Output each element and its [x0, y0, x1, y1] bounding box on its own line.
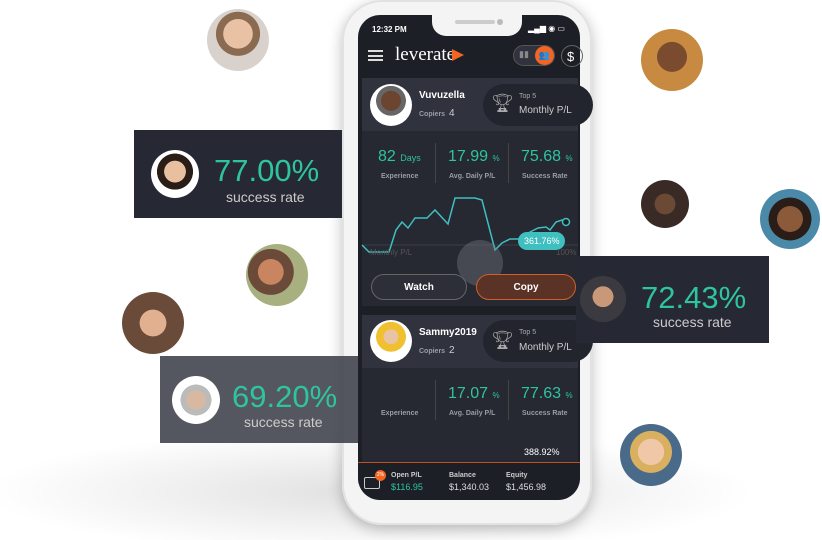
avg-daily-label: Avg. Daily P/L	[449, 410, 496, 417]
avatar-woman-glasses	[207, 9, 269, 71]
divider	[508, 143, 509, 183]
equity-value: $1,456.98	[506, 482, 547, 492]
success-label: Success Rate	[522, 173, 568, 180]
open-pl-value: $116.95	[391, 482, 423, 492]
equity-label: Equity	[506, 472, 528, 479]
top5-badge	[483, 320, 593, 362]
divider	[435, 380, 436, 420]
copiers-label: Copiers	[419, 348, 446, 355]
avatar-woman-laughing	[122, 292, 184, 354]
divider	[435, 143, 436, 183]
avatar-man-beard	[580, 276, 626, 322]
chart-end-point	[561, 217, 571, 227]
success-rate-label: success rate	[244, 414, 323, 430]
watch-button[interactable]: Watch	[371, 274, 467, 300]
hamburger-icon	[368, 54, 383, 57]
success-rate-label: success rate	[226, 189, 305, 205]
success-value: 75.68 %	[521, 148, 573, 165]
success-rate-value: 77.00%	[214, 153, 320, 188]
open-positions-badge: 2%	[375, 470, 386, 481]
balance-value: $1,340.03	[449, 482, 490, 492]
status-icons: ▂▄▆ ◉ ▭	[528, 24, 565, 33]
trader-avatar	[370, 320, 412, 362]
trophy-icon: 🏆︎	[491, 330, 514, 350]
copy-button[interactable]: Copy	[476, 274, 576, 300]
avg-daily-value: 17.07 %	[448, 385, 500, 402]
avatar-man-sunglasses	[760, 189, 820, 249]
avatar-man-smiling	[641, 29, 703, 91]
chart-value: 361.76%	[524, 236, 560, 246]
avg-daily-label: Avg. Daily P/L	[449, 173, 496, 180]
chart-label: Monthly P/L	[370, 248, 413, 257]
trader-avatar	[370, 84, 412, 126]
badge-label: Monthly P/L	[519, 342, 572, 353]
success-rate-value: 72.43%	[641, 280, 747, 315]
menu-button[interactable]	[368, 50, 383, 61]
pl-line	[361, 197, 567, 253]
avatar-woman-dark-hair	[151, 150, 199, 198]
avatar-group	[641, 180, 689, 228]
chart-axis-right: 100%	[556, 248, 577, 257]
avg-daily-value: 17.99 %	[448, 148, 500, 165]
phone-speaker	[455, 20, 495, 24]
chart-value: 388.92%	[524, 447, 560, 457]
success-value: 77.63 %	[521, 385, 573, 402]
currency-button[interactable]: $	[561, 45, 583, 67]
briefcase-icon[interactable]	[364, 477, 380, 489]
avatar-man-cap	[172, 376, 220, 424]
success-rate-label: success rate	[653, 314, 732, 330]
copiers-count: 4	[449, 108, 455, 119]
experience-label: Experience	[381, 410, 419, 417]
balance-label: Balance	[449, 472, 476, 479]
value-pill	[518, 232, 565, 250]
logo-arrow-icon	[452, 49, 464, 61]
trophy-icon: 🏆︎	[491, 93, 514, 113]
status-time: 12:32 PM	[372, 25, 407, 34]
avatar-couple	[246, 244, 308, 306]
copiers-view-icon[interactable]: 👥	[535, 46, 554, 65]
success-rate-value: 69.20%	[232, 379, 338, 414]
trader-name: Sammy2019	[419, 327, 477, 338]
success-label: Success Rate	[522, 410, 568, 417]
copiers-label: Copiers	[419, 111, 446, 118]
phone-camera	[497, 19, 503, 25]
app-logo: leverate	[395, 44, 456, 65]
badge-top: Top 5	[519, 329, 537, 336]
experience-label: Experience	[381, 173, 419, 180]
badge-label: Monthly P/L	[519, 105, 572, 116]
copiers-count: 2	[449, 345, 455, 356]
avatar-girl	[620, 424, 682, 486]
top5-badge	[483, 84, 593, 126]
open-pl-label: Open P/L	[391, 472, 422, 479]
chart-view-icon[interactable]: ▮▮	[519, 49, 529, 59]
account-footer	[358, 462, 580, 500]
badge-top: Top 5	[519, 93, 537, 100]
trader-name: Vuvuzella	[419, 90, 465, 101]
experience-value: 82 Days	[378, 148, 421, 165]
divider	[508, 380, 509, 420]
